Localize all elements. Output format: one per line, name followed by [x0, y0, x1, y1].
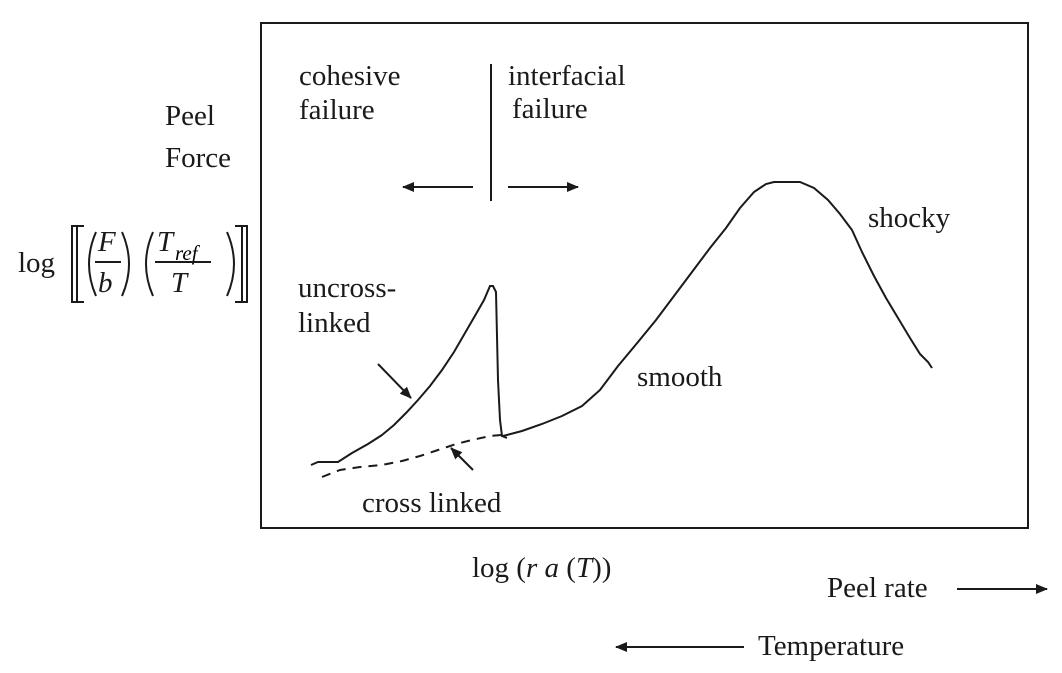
- crosslinked-curve: [321, 434, 503, 478]
- peel-rate-label: Peel rate: [827, 572, 928, 604]
- plot-frame: [260, 22, 1029, 529]
- uncrosslinked-label-1: uncross-: [298, 272, 396, 304]
- uncrosslinked-curve: [310, 285, 508, 466]
- svg-text:T: T: [157, 226, 175, 258]
- y-axis-label-peel: Peel: [165, 100, 215, 132]
- svg-text:F: F: [97, 226, 116, 258]
- uncrosslinked-pointer: [377, 363, 412, 399]
- crosslinked-pointer: [450, 447, 474, 471]
- svg-text:T: T: [171, 267, 189, 299]
- y-axis-label-force: Force: [165, 142, 231, 174]
- y-axis-formula: log F b T ref T: [18, 225, 248, 303]
- crosslinked-label: cross linked: [362, 487, 502, 519]
- temperature-label: Temperature: [758, 630, 904, 662]
- interfacial-label-1: interfacial: [508, 60, 626, 92]
- smooth-label: smooth: [637, 361, 723, 393]
- svg-text:log: log: [18, 247, 55, 279]
- svg-text:b: b: [98, 267, 113, 299]
- cohesive-label-1: cohesive: [299, 60, 400, 92]
- shocky-label: shocky: [868, 202, 951, 234]
- smooth-shocky-curve: [502, 181, 933, 437]
- x-axis-label: log (r a (T)): [472, 552, 611, 584]
- cohesive-label-2: failure: [299, 94, 375, 126]
- uncrosslinked-label-2: linked: [298, 307, 371, 339]
- interfacial-label-2: failure: [512, 93, 588, 125]
